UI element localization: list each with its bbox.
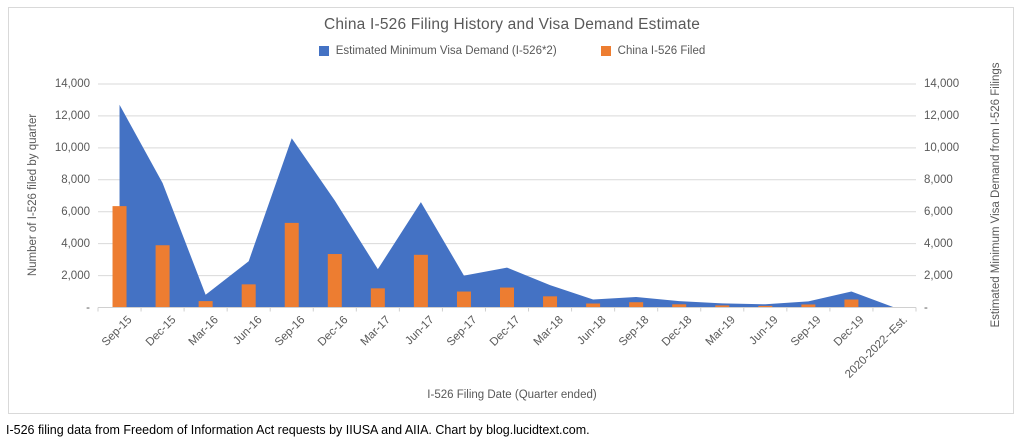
y-left-tick-label: 2,000 [61, 269, 90, 282]
y-left-tick-label: - [86, 301, 90, 314]
filed-bar [413, 254, 428, 308]
y-right-tick-label: - [924, 301, 928, 314]
filed-bar [284, 222, 299, 308]
filed-bar [112, 206, 127, 308]
filed-bar [370, 288, 385, 308]
filed-bar [500, 287, 514, 308]
y-left-tick-label: 12,000 [54, 109, 90, 122]
y-right-tick-label: 6,000 [924, 205, 953, 218]
chart-frame [8, 7, 1014, 414]
y-right-tick-label: 12,000 [924, 109, 960, 122]
y-right-tick-label: 14,000 [924, 78, 960, 90]
y-right-tick-label: 4,000 [924, 237, 953, 250]
filed-bar [844, 299, 859, 308]
y-left-tick-label: 8,000 [61, 173, 90, 186]
filed-bar [629, 302, 644, 308]
legend-label-demand: Estimated Minimum Visa Demand (I-526*2) [335, 45, 557, 57]
legend: Estimated Minimum Visa Demand (I-526*2) … [0, 45, 1024, 57]
filed-bar [586, 303, 601, 308]
filed-bar [327, 254, 342, 308]
legend-swatch-filed [600, 46, 611, 56]
y-left-tick-label: 6,000 [61, 205, 90, 218]
filed-bar [672, 304, 687, 308]
legend-item-filed: China I-526 Filed [600, 45, 706, 57]
y-right-tick-label: 2,000 [924, 269, 953, 282]
filed-bar [456, 291, 471, 308]
legend-item-demand: Estimated Minimum Visa Demand (I-526*2) [318, 45, 557, 57]
y-right-tick-label: 8,000 [924, 173, 953, 186]
x-axis-title: I-526 Filing Date (Quarter ended) [427, 389, 597, 401]
y-axis-left-title: Number of I-526 filed by quarter [27, 113, 39, 277]
filed-bar [155, 245, 170, 308]
demand-area-series [119, 104, 895, 308]
source-caption: I-526 filing data from Freedom of Inform… [6, 423, 590, 437]
y-left-tick-label: 4,000 [61, 237, 90, 250]
chart-title: China I-526 Filing History and Visa Dema… [323, 16, 701, 33]
filed-bar [198, 301, 213, 308]
y-right-tick-label: 10,000 [924, 141, 960, 154]
filed-bar [241, 284, 256, 308]
legend-label-filed: China I-526 Filed [617, 45, 706, 57]
legend-swatch-demand [318, 46, 329, 56]
filed-bar [758, 305, 773, 308]
filed-bar [801, 304, 816, 308]
y-left-tick-label: 14,000 [54, 78, 90, 90]
y-axis-right-title: Estimated Minimum Visa Demand from I-526… [990, 62, 1002, 328]
filed-bar [543, 296, 558, 308]
filed-bar [715, 305, 730, 308]
y-left-tick-label: 10,000 [54, 141, 90, 154]
